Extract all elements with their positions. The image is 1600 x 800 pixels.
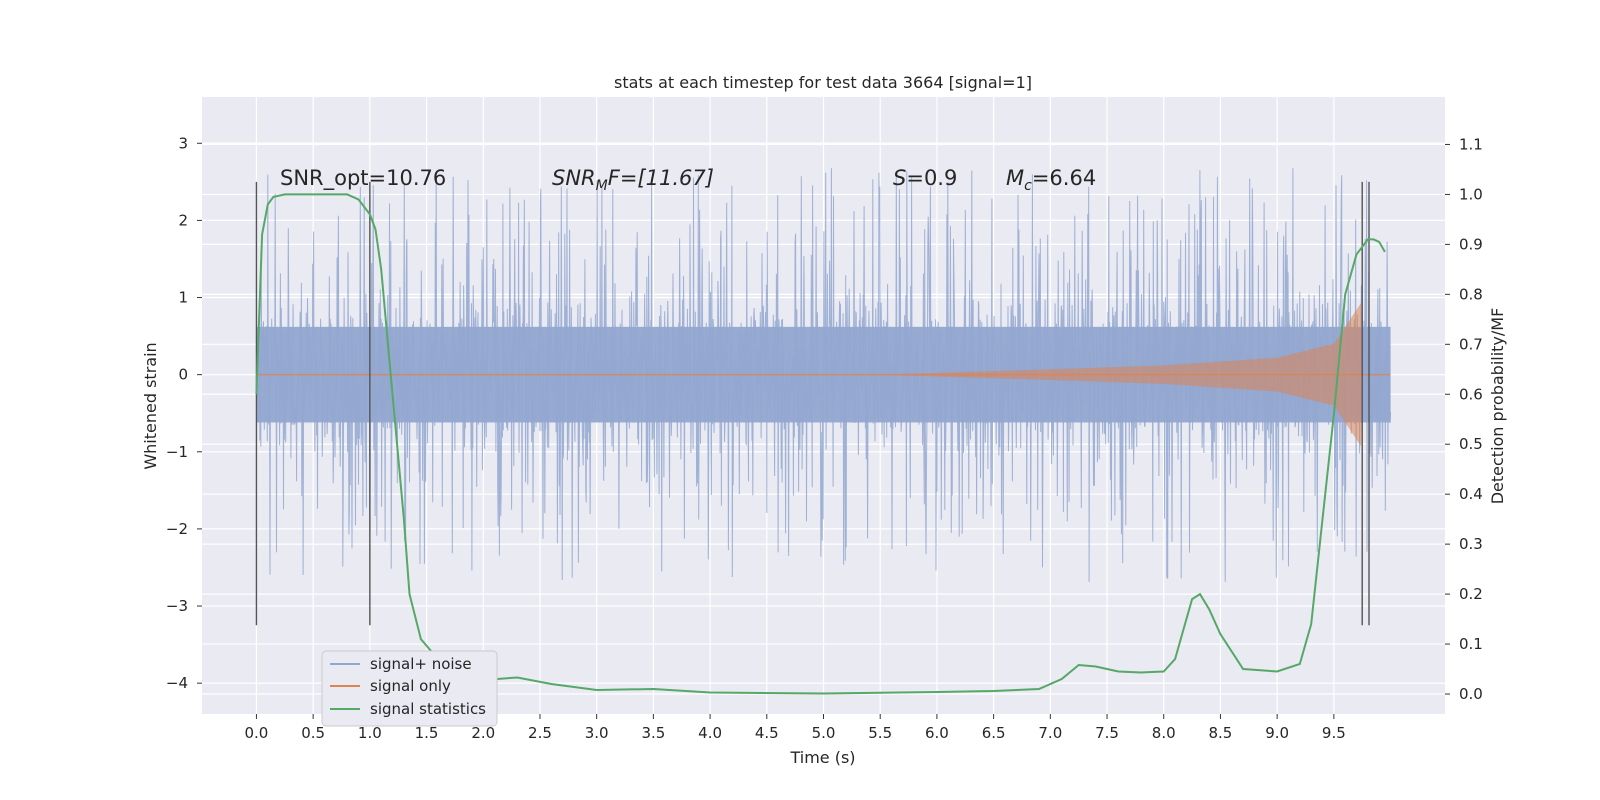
annotation-s: S=0.9 (893, 166, 957, 190)
x-tick-label: 4.0 (698, 724, 722, 742)
y2-tick-label: 0.9 (1459, 235, 1483, 253)
annotation-snr-mf-rest: F=[11.67] (608, 166, 714, 190)
x-tick-label: 8.5 (1209, 724, 1233, 742)
y-tick-label: 2 (178, 211, 188, 229)
y2-tick-label: 0.6 (1459, 385, 1483, 403)
x-tick-label: 1.5 (415, 724, 439, 742)
x-tick-label: 9.5 (1322, 724, 1346, 742)
x-tick-label: 5.5 (868, 724, 892, 742)
x-tick-label: 7.5 (1095, 724, 1119, 742)
x-tick-label: 6.5 (982, 724, 1006, 742)
y-tick-label: 1 (178, 289, 188, 307)
x-tick-label: 7.0 (1038, 724, 1062, 742)
y-tick-label: −1 (166, 443, 188, 461)
y2-tick-label: 0.4 (1459, 485, 1483, 503)
tick-labels: 0.0 0.5 1.0 1.5 2.0 2.5 3.0 3.5 4.0 4.5 5.0 5.5 6.0 6… (166, 134, 1483, 742)
y2-tick-label: 0.3 (1459, 535, 1483, 553)
annotation-s-main: S (893, 166, 906, 190)
legend-label-noise: signal+ noise (370, 655, 472, 673)
x-tick-label: 9.0 (1265, 724, 1289, 742)
annotation-snr-mf-sub: M (596, 178, 608, 194)
y-tick-label: 0 (178, 366, 188, 384)
x-axis-label: Time (s) (789, 748, 855, 767)
annotation-s-rest: =0.9 (906, 166, 957, 190)
x-tick-label: 5.0 (812, 724, 836, 742)
legend-box (321, 650, 498, 727)
annotation-snr-opt: SNR_opt=10.76 (280, 166, 446, 191)
y2-tick-label: 0.8 (1459, 285, 1483, 303)
legend-label-statistic: signal statistics (370, 700, 486, 718)
annotation-snr-mf-main: SNR (552, 166, 596, 190)
vertical-markers (255, 181, 1370, 626)
y2-tick-label: 0.1 (1459, 635, 1483, 653)
y2-tick-label: 0.7 (1459, 335, 1483, 353)
y-tick-label: −2 (166, 520, 188, 538)
y2-tick-label: 0.5 (1459, 435, 1483, 453)
x-tick-label: 0.5 (301, 724, 325, 742)
y2-tick-label: 0.0 (1459, 685, 1483, 703)
chart-title: stats at each timestep for test data 366… (614, 73, 1032, 92)
statistic-series (255, 193, 1386, 695)
annotation-mc-main: M (1006, 166, 1024, 190)
annotation-mc-rest: =6.64 (1032, 166, 1096, 190)
annotation-mc-sub: c (1024, 178, 1032, 194)
x-tick-label: 3.5 (641, 724, 665, 742)
legend: signal+ noise signal only signal statist… (321, 650, 498, 727)
annotation-mc: Mc=6.64 (1006, 166, 1096, 194)
x-tick-label: 3.0 (585, 724, 609, 742)
y-tick-label: −3 (166, 597, 188, 615)
annotations: SNR_opt=10.76 SNRMF=[11.67] S=0.9 Mc=6.6… (280, 166, 1096, 194)
x-tick-label: 8.0 (1152, 724, 1176, 742)
signal-series (256, 302, 1391, 447)
annotation-snr-mf: SNRMF=[11.67] (552, 166, 714, 194)
y-tick-label: 3 (178, 134, 188, 152)
x-tick-label: 4.5 (755, 724, 779, 742)
x-tick-label: 1.0 (358, 724, 382, 742)
x-tick-label: 0.0 (245, 724, 269, 742)
y2-tick-label: 1.1 (1459, 135, 1483, 153)
y2-tick-label: 0.2 (1459, 585, 1483, 603)
legend-label-signal: signal only (370, 677, 451, 695)
y-axis-label: Whitened strain (141, 342, 160, 469)
y2-axis-label: Detection probability/MF (1488, 308, 1507, 505)
y2-tick-label: 1.0 (1459, 185, 1483, 203)
x-tick-label: 6.0 (925, 724, 949, 742)
x-tick-label: 2.0 (471, 724, 495, 742)
statistic-line (255, 193, 1386, 695)
y-tick-label: −4 (166, 674, 188, 692)
x-tick-label: 2.5 (528, 724, 552, 742)
